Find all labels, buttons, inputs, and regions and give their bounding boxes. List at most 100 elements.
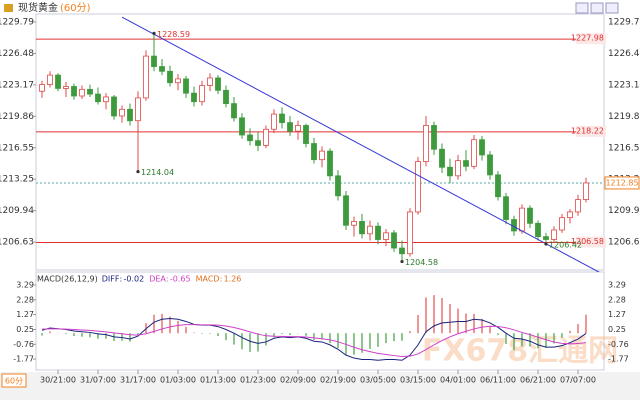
candle-body: [503, 196, 509, 220]
candle-body: [319, 150, 325, 161]
x-tick-label: 01/03:00: [160, 376, 196, 385]
candle-body: [167, 70, 173, 84]
candle-body: [47, 74, 53, 86]
candle-body: [343, 195, 349, 226]
candle-body: [303, 125, 309, 144]
candle-body: [71, 86, 77, 97]
y-tick-label: 1216.55: [0, 143, 34, 153]
x-tick-label: 31/07:00: [80, 376, 116, 385]
level-label: 1206.58: [571, 237, 604, 246]
x-tick-label: 02/19:00: [320, 376, 356, 385]
y-tick-label: -1.77: [13, 355, 34, 364]
period-button[interactable]: [1, 373, 27, 388]
legend-value: 1.26: [224, 275, 242, 284]
trendline: [121, 16, 600, 272]
toolbar-button[interactable]: [605, 2, 619, 14]
annotation-label: 1204.58: [405, 258, 438, 267]
candle-body: [431, 125, 437, 150]
candle-body: [487, 154, 493, 176]
annotation-label: 1214.04: [141, 168, 174, 177]
annotation-dot: [136, 170, 140, 174]
x-tick-label: 06/21:00: [520, 376, 556, 385]
candle-body: [223, 89, 229, 105]
y-tick-label: -0.76: [13, 340, 34, 349]
candle-body: [551, 229, 557, 240]
x-tick-label: 31/17:00: [120, 376, 156, 385]
legend-name: MACD: [196, 275, 220, 284]
legend-separator: :: [220, 275, 223, 284]
y-tick-label-right: 1229.79: [608, 17, 640, 27]
candle-body: [559, 217, 565, 231]
level-label-box: [576, 125, 606, 137]
legend-name: DEA: [149, 275, 166, 284]
x-tick-label: 01/23:00: [240, 376, 276, 385]
toolbar-button[interactable]: [590, 2, 604, 14]
macd-panel: [35, 271, 605, 371]
y-tick-label: 1213.25: [0, 175, 34, 185]
candle-body: [479, 139, 485, 156]
y-tick-label-right: 1216.55: [608, 143, 640, 153]
last-price-label: 1212.85: [605, 178, 638, 187]
candle-body: [295, 125, 301, 132]
candle-body: [87, 88, 93, 95]
last-price-box: [604, 176, 640, 190]
title-icon: [4, 4, 13, 12]
y-tick-label: 1209.94: [0, 206, 34, 216]
dea-line: [41, 324, 587, 357]
candle-body: [199, 85, 205, 103]
indicator-title: MACD(26,12,9): [37, 275, 98, 284]
period-button-label[interactable]: 60分: [5, 377, 23, 386]
level-label-box: [576, 33, 606, 45]
y-tick-label-right: 1206.63: [608, 238, 640, 248]
candle-body: [159, 66, 165, 72]
candle-body: [279, 113, 285, 124]
candle-body: [247, 134, 253, 142]
candle-body: [143, 55, 149, 99]
annotation-label: 1206.42: [549, 241, 582, 250]
candle-body: [519, 207, 525, 232]
y-tick-label: 0.25: [16, 325, 34, 334]
annotation-label: 1228.59: [157, 30, 190, 39]
candle-body: [495, 174, 501, 198]
candle-body: [439, 148, 445, 168]
candle-body: [463, 160, 469, 167]
candle-body: [79, 88, 85, 97]
y-tick-label-right: 1219.86: [608, 112, 640, 122]
candle-body: [447, 166, 453, 177]
y-tick-label: 1206.63: [0, 238, 34, 248]
candle-body: [127, 108, 133, 122]
candle-body: [335, 175, 341, 197]
candle-body: [183, 78, 189, 94]
candle-body: [383, 232, 389, 240]
candle-body: [207, 77, 213, 86]
candle-body: [103, 96, 109, 103]
x-tick-label: 03/15:00: [400, 376, 436, 385]
legend-separator: :: [120, 275, 123, 284]
candle-body: [543, 236, 549, 240]
candle-body: [287, 122, 293, 132]
x-tick-label: 30/21:00: [40, 376, 76, 385]
x-tick-label: 03/05:00: [360, 376, 396, 385]
level-label: 1227.98: [571, 34, 604, 43]
level-label: 1218.22: [571, 126, 604, 135]
y-tick-label-right: 1209.94: [608, 206, 640, 216]
y-tick-label: 1219.86: [0, 112, 34, 122]
annotation-dot: [152, 31, 156, 35]
x-tick-label: 07/07:00: [560, 376, 596, 385]
legend-value: -0.02: [124, 275, 145, 284]
toolbar-button[interactable]: [575, 2, 589, 14]
diff-line: [41, 318, 587, 361]
title: 现货黄金: [18, 1, 58, 14]
y-tick-label: 1.27: [16, 310, 34, 319]
candle-body: [471, 139, 477, 167]
candle-body: [191, 92, 197, 103]
candle-body: [351, 221, 357, 226]
y-tick-label-right: -1.77: [608, 355, 629, 364]
candle-body: [399, 247, 405, 255]
candle-body: [135, 97, 141, 122]
candle-body: [535, 222, 541, 238]
candle-body: [375, 225, 381, 240]
candle-body: [111, 96, 117, 117]
